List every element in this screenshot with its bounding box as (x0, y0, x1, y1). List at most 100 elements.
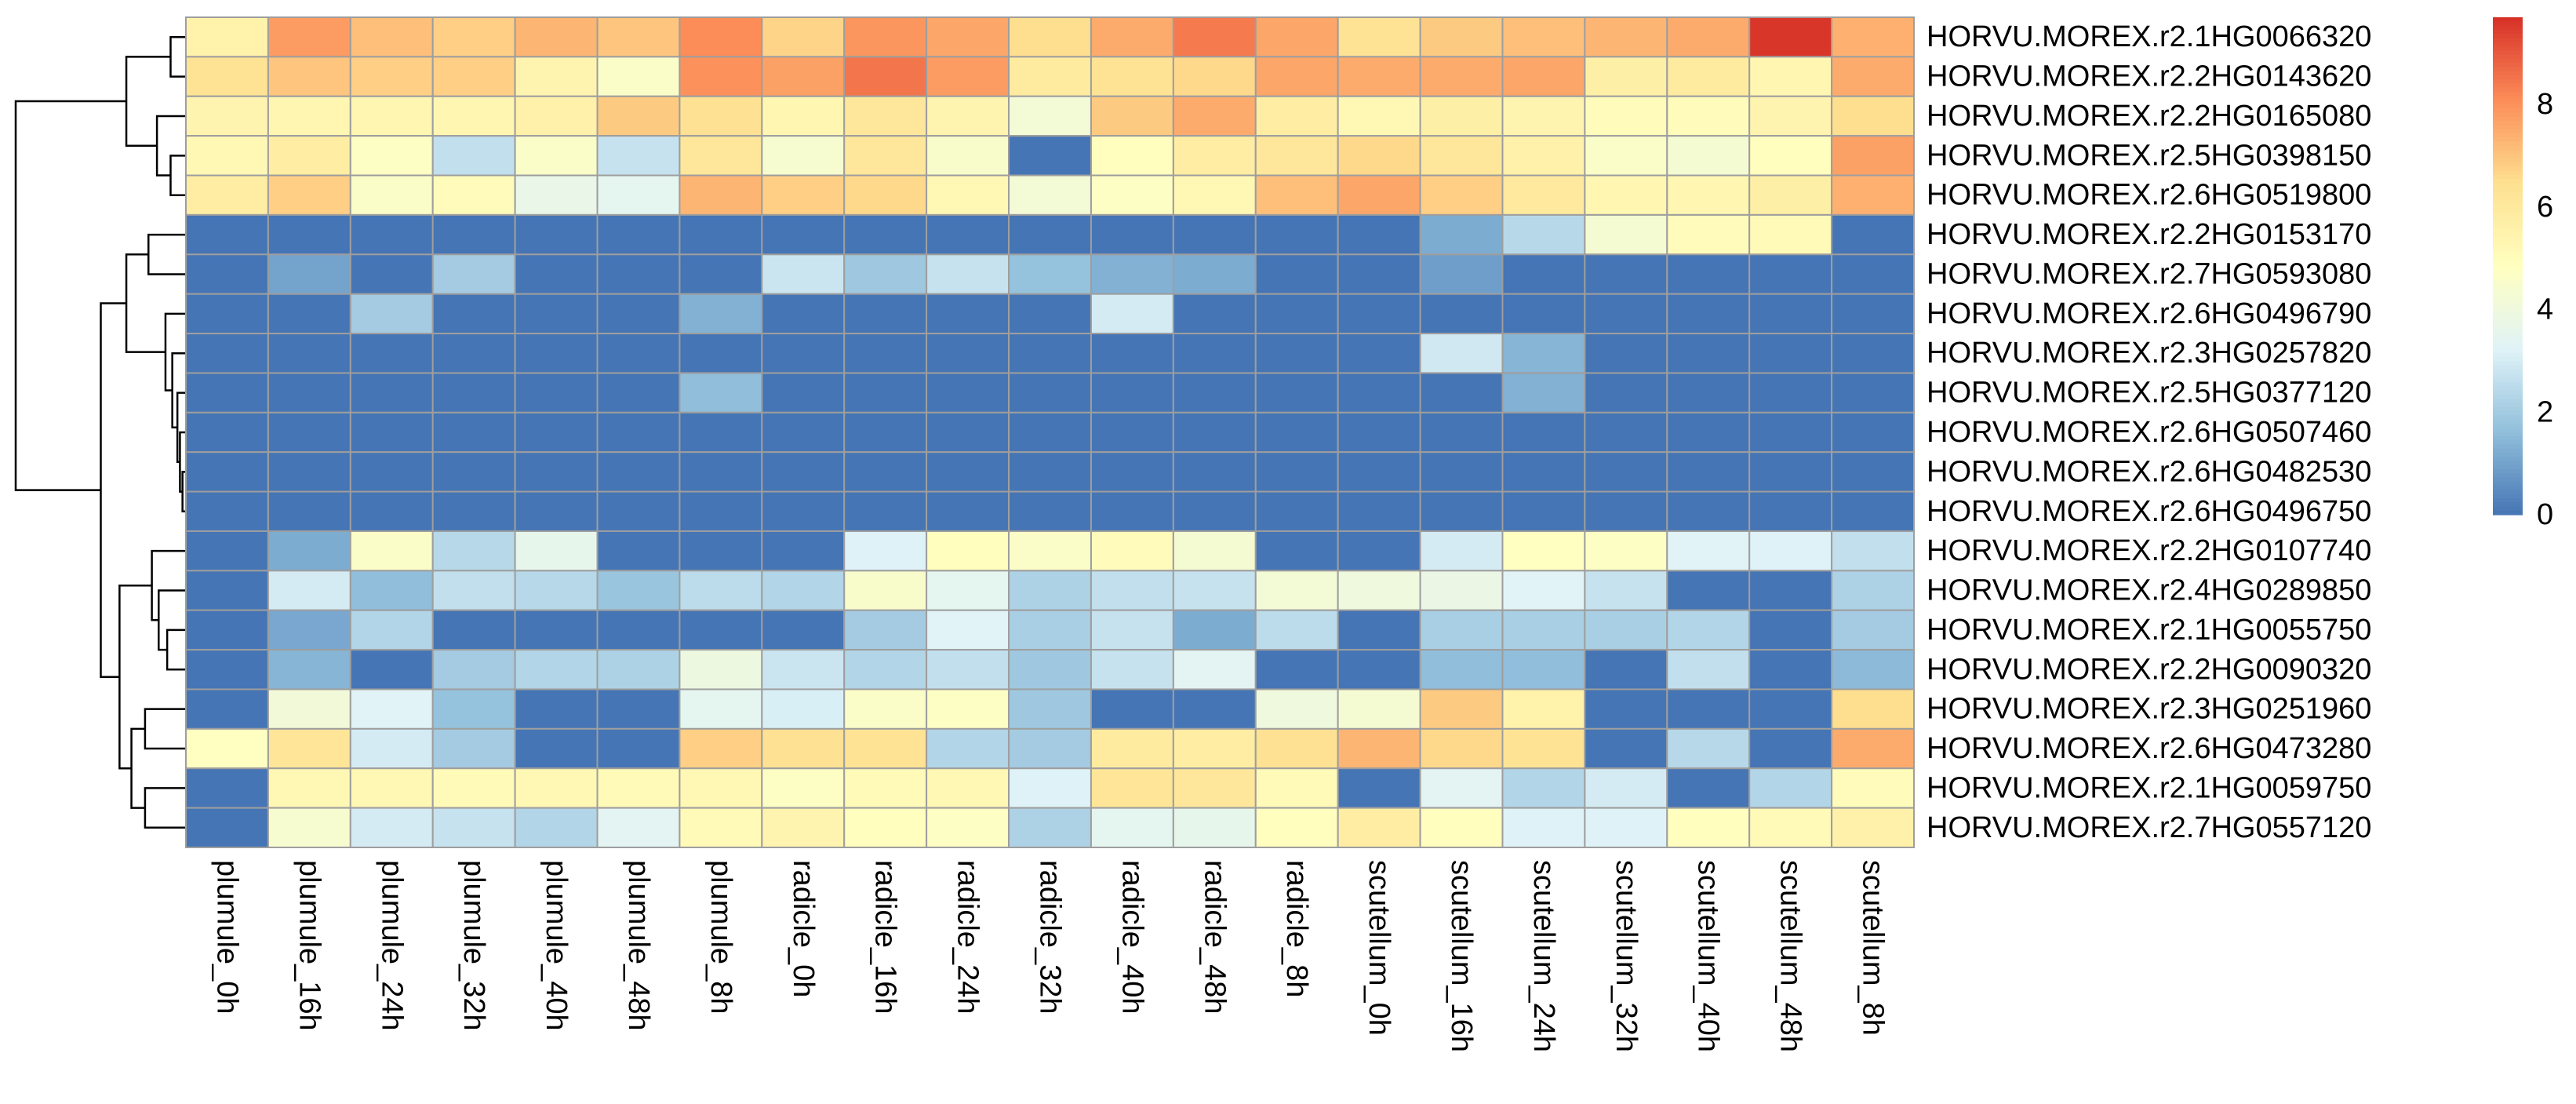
heatmap-cell (926, 253, 1010, 295)
column-label: radicle_0h (787, 860, 820, 997)
colorbar-segment (2493, 428, 2523, 432)
heatmap-cell (761, 411, 846, 454)
heatmap-cell (1501, 411, 1586, 454)
heatmap-cell (926, 411, 1010, 454)
colorbar-segment (2493, 270, 2523, 275)
heatmap-cell (1831, 727, 1916, 770)
heatmap-cell (431, 293, 516, 335)
heatmap-cell (1831, 649, 1916, 690)
heatmap-cell (843, 727, 928, 770)
heatmap-cell (596, 333, 681, 374)
heatmap-cell (1008, 649, 1092, 690)
heatmap-cell (1748, 333, 1833, 374)
dendrogram-branch (125, 253, 166, 353)
heatmap-cell (1337, 451, 1421, 493)
heatmap-cell (1337, 333, 1421, 374)
heatmap-cell (926, 490, 1010, 532)
heatmap-cell (1090, 490, 1174, 532)
heatmap-cell (1254, 372, 1339, 414)
heatmap-cell (349, 253, 434, 295)
heatmap-cell (1172, 293, 1257, 335)
heatmap-cell (761, 16, 846, 58)
heatmap-cell (1584, 372, 1668, 414)
heatmap-cell (1748, 767, 1833, 809)
heatmap-cell (514, 807, 599, 848)
heatmap-cell (185, 570, 269, 611)
heatmap-cell (1090, 174, 1174, 216)
heatmap-cell (596, 807, 681, 848)
heatmap-cell (1008, 372, 1092, 414)
heatmap-cell (761, 213, 846, 256)
heatmap-cell (1419, 570, 1504, 611)
heatmap-cell (185, 411, 269, 454)
row-label: HORVU.MOREX.r2.3HG0257820 (1927, 337, 2371, 370)
column-label: scutellum_24h (1527, 860, 1560, 1052)
heatmap-cell (1008, 16, 1092, 58)
heatmap-cell (1748, 253, 1833, 295)
row-label: HORVU.MOREX.r2.1HG0059750 (1927, 771, 2371, 804)
row-label: HORVU.MOREX.r2.4HG0289850 (1927, 574, 2371, 607)
column-label: plumule_8h (704, 860, 737, 1014)
dendrogram-branch (125, 56, 171, 147)
heatmap-cell (596, 372, 681, 414)
heatmap-cell (1748, 688, 1833, 730)
colorbar-segment (2493, 129, 2523, 134)
colorbar-segment (2493, 403, 2523, 408)
heatmap-cell (349, 333, 434, 374)
colorbar-segment (2493, 290, 2523, 296)
colorbar-segment (2493, 112, 2523, 118)
heatmap-cell (679, 372, 763, 414)
colorbar-segment (2493, 38, 2523, 43)
heatmap-cell (843, 372, 928, 414)
heatmap-cell (1254, 174, 1339, 216)
heatmap-cell (1090, 727, 1174, 770)
heatmap-cell (1172, 372, 1257, 414)
heatmap-cell (1666, 570, 1751, 611)
heatmap-cell (185, 16, 269, 58)
heatmap-cell (349, 372, 434, 414)
heatmap-cell (679, 490, 763, 532)
heatmap-cell (185, 56, 269, 97)
heatmap-cell (1748, 490, 1833, 532)
colorbar-segment (2493, 208, 2523, 213)
heatmap-cell (514, 609, 599, 651)
heatmap-cell (1090, 411, 1174, 454)
heatmap-cell (514, 727, 599, 770)
heatmap-cell (843, 649, 928, 690)
heatmap-cell (431, 688, 516, 730)
heatmap-cell (1584, 570, 1668, 611)
heatmap-cell (1172, 570, 1257, 611)
heatmap-cell (514, 688, 599, 730)
heatmap-cell (1419, 727, 1504, 770)
colorbar-segment (2493, 510, 2523, 516)
heatmap-cell (185, 490, 269, 532)
heatmap-cell (926, 293, 1010, 335)
heatmap-cell (926, 16, 1010, 58)
heatmap-cell (1748, 570, 1833, 611)
heatmap-cell (1008, 135, 1092, 177)
heatmap-cell (431, 451, 516, 493)
heatmap-cell (1090, 530, 1174, 572)
colorbar-segment (2493, 341, 2523, 345)
heatmap-cell (1172, 56, 1257, 97)
heatmap-cell (1008, 767, 1092, 809)
heatmap-cell (1666, 253, 1751, 295)
heatmap-cell (267, 727, 351, 770)
heatmap-cell (1501, 95, 1586, 137)
heatmap-cell (1090, 451, 1174, 493)
heatmap-cell (1501, 649, 1586, 690)
colorbar-segment (2493, 54, 2523, 60)
heatmap-cell (1419, 609, 1504, 651)
heatmap-cell (843, 16, 928, 58)
colorbar-segment (2493, 399, 2523, 403)
dendrogram-branch (169, 35, 186, 78)
heatmap-cell (1090, 688, 1174, 730)
row-label: HORVU.MOREX.r2.6HG0482530 (1927, 455, 2371, 488)
heatmap-cell (1584, 490, 1668, 532)
heatmap-cell (1748, 135, 1833, 177)
column-label: plumule_32h (457, 860, 490, 1031)
colorbar-segment (2493, 245, 2523, 250)
heatmap-cell (267, 807, 351, 848)
heatmap-cell (596, 174, 681, 216)
colorbar-segment (2493, 286, 2523, 292)
